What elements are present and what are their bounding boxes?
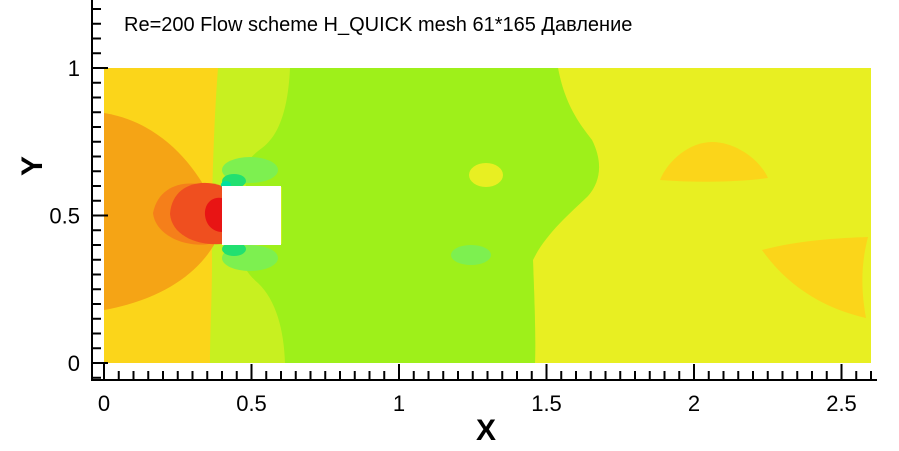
x-axis-title: X — [476, 414, 496, 447]
contour-vortex-lower — [451, 245, 491, 265]
axes: 0 0.5 1 1.5 2 2.5 0 0.5 1 — [49, 0, 877, 416]
contour-field — [104, 68, 871, 363]
contour-corner-bottom-inner — [222, 242, 246, 256]
y-tick-label: 0.5 — [49, 204, 80, 229]
contour-band-wake — [242, 68, 600, 363]
square-obstacle — [222, 186, 281, 245]
contour-vortex-upper — [469, 163, 503, 187]
x-tick-label: 1 — [393, 391, 405, 416]
x-tick-label: 1.5 — [531, 391, 562, 416]
contour-patch-downstream-lower — [762, 237, 868, 318]
y-axis-title: Y — [16, 156, 49, 176]
x-tick-label: 2 — [688, 391, 700, 416]
x-tick-label: 2.5 — [826, 391, 857, 416]
x-tick-label: 0.5 — [236, 391, 267, 416]
contour-patch-downstream-upper — [660, 142, 768, 182]
y-tick-label: 0 — [68, 351, 80, 376]
chart-title: Re=200 Flow scheme H_QUICK mesh 61*165 Д… — [124, 14, 632, 36]
contour-band-downstream — [533, 68, 871, 363]
y-tick-label: 1 — [68, 56, 80, 81]
contour-band-stagnation-peak — [204, 197, 222, 232]
contour-band-stagnation-3 — [170, 182, 222, 245]
x-tick-label: 0 — [98, 391, 110, 416]
